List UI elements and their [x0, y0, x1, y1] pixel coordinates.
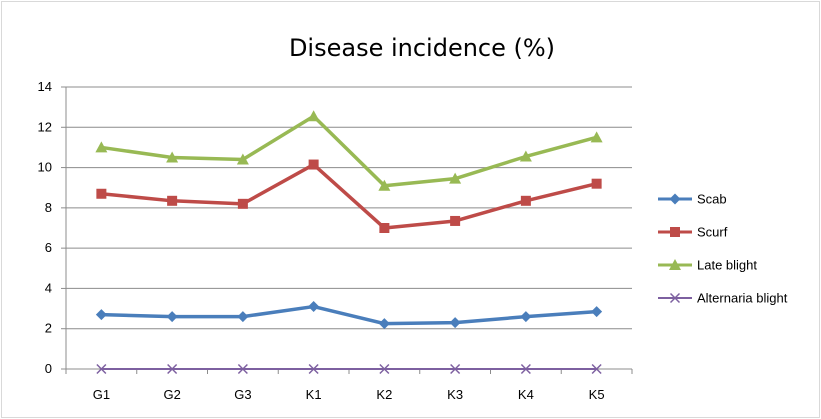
series-line-late-blight: [101, 114, 598, 188]
point-alternaria-blight-k4-stroke-b: [520, 363, 531, 375]
point-alternaria-blight-k5-stroke-b: [591, 363, 602, 375]
point-late-blight-g3: [236, 153, 249, 165]
point-scurf-g2: [167, 195, 178, 206]
point-alternaria-blight-g3: [237, 363, 248, 375]
legend-label-late-blight: Late blight: [697, 258, 757, 273]
point-alternaria-blight-k3-stroke-b: [450, 363, 461, 375]
point-alternaria-blight-k4: [520, 363, 531, 375]
x-tick-label-g3: G3: [234, 387, 251, 402]
point-scab-k5: [591, 306, 603, 318]
legend-marker-scurf: [670, 227, 680, 237]
x-tick-label-k3: K3: [447, 387, 463, 402]
y-tick-label-12: 12: [38, 119, 52, 134]
y-tick-label-14: 14: [38, 79, 52, 94]
y-tick-label-10: 10: [38, 160, 52, 175]
legend-marker-late-blight: [669, 259, 681, 270]
x-tick-label-k2: K2: [376, 387, 392, 402]
point-scurf-g1: [96, 188, 107, 199]
series-line-scab: [101, 304, 597, 326]
y-tick-label-0: 0: [45, 361, 52, 376]
point-alternaria-blight-g1: [96, 363, 107, 375]
point-alternaria-blight-g1-stroke-b: [96, 363, 107, 375]
point-alternaria-blight-k1: [308, 363, 319, 375]
point-scab-g3: [237, 311, 249, 323]
y-tick-label-2: 2: [45, 321, 52, 336]
legend-item-alternaria-blight: Alternaria blight: [658, 291, 788, 306]
point-alternaria-blight-g3-stroke-b: [237, 363, 248, 375]
y-tick-label-8: 8: [45, 200, 52, 215]
point-scab-k1: [308, 301, 320, 313]
point-late-blight-g2: [166, 151, 179, 163]
point-alternaria-blight-k2-stroke-b: [379, 363, 390, 375]
y-tick-label-4: 4: [45, 280, 52, 295]
legend-label-scab: Scab: [697, 192, 727, 207]
point-alternaria-blight-g2: [167, 363, 178, 375]
point-late-blight-k4: [519, 150, 532, 162]
gridlines: [66, 86, 632, 330]
point-scab-g1: [95, 309, 107, 321]
legend-marker-scab: [669, 193, 681, 205]
point-scurf-k5: [591, 178, 602, 189]
y-tick-label-6: 6: [45, 240, 52, 255]
series-alternaria-blight: [96, 363, 602, 375]
point-alternaria-blight-k2: [379, 363, 390, 375]
series-late-blight: [95, 110, 603, 191]
point-scab-k2: [378, 318, 390, 330]
point-late-blight-k5: [590, 131, 603, 143]
legend: Scab Scurf Late blight Alternaria blight: [658, 192, 788, 306]
point-scab-k4: [520, 311, 532, 323]
point-scurf-k4: [520, 195, 531, 206]
legend-label-alternaria-blight: Alternaria blight: [697, 291, 788, 306]
chart-title: Disease incidence (%): [289, 34, 555, 62]
legend-item-scab: Scab: [658, 192, 727, 207]
point-alternaria-blight-g2-stroke-b: [167, 363, 178, 375]
series-line-scurf: [101, 162, 598, 230]
series-scurf: [96, 159, 602, 233]
point-late-blight-k3: [449, 172, 462, 184]
legend-label-scurf: Scurf: [697, 225, 728, 240]
legend-item-scurf: Scurf: [658, 225, 728, 240]
point-late-blight-k1: [307, 110, 320, 122]
point-scurf-k1: [308, 159, 319, 170]
x-tick-label-g1: G1: [93, 387, 110, 402]
legend-marker-alternaria-blight-stroke-b: [669, 292, 681, 304]
point-scurf-k2: [379, 223, 390, 233]
series-layer: [95, 110, 603, 375]
legend-item-late-blight: Late blight: [658, 258, 757, 273]
series-scab: [95, 301, 603, 330]
x-tick-label-k5: K5: [589, 387, 605, 402]
point-late-blight-g1: [95, 141, 108, 153]
x-tick-label-k4: K4: [518, 387, 534, 402]
legend-marker-alternaria-blight: [669, 292, 681, 304]
point-scurf-g3: [237, 198, 248, 209]
point-scurf-k3: [450, 215, 461, 226]
point-alternaria-blight-k1-stroke-b: [308, 363, 319, 375]
x-tick-label-g2: G2: [163, 387, 180, 402]
point-alternaria-blight-k5: [591, 363, 602, 375]
point-late-blight-k2: [378, 179, 391, 191]
x-tick-label-k1: K1: [306, 387, 322, 402]
point-scab-k3: [449, 317, 461, 329]
point-alternaria-blight-k3: [450, 363, 461, 375]
point-scab-g2: [166, 311, 178, 323]
